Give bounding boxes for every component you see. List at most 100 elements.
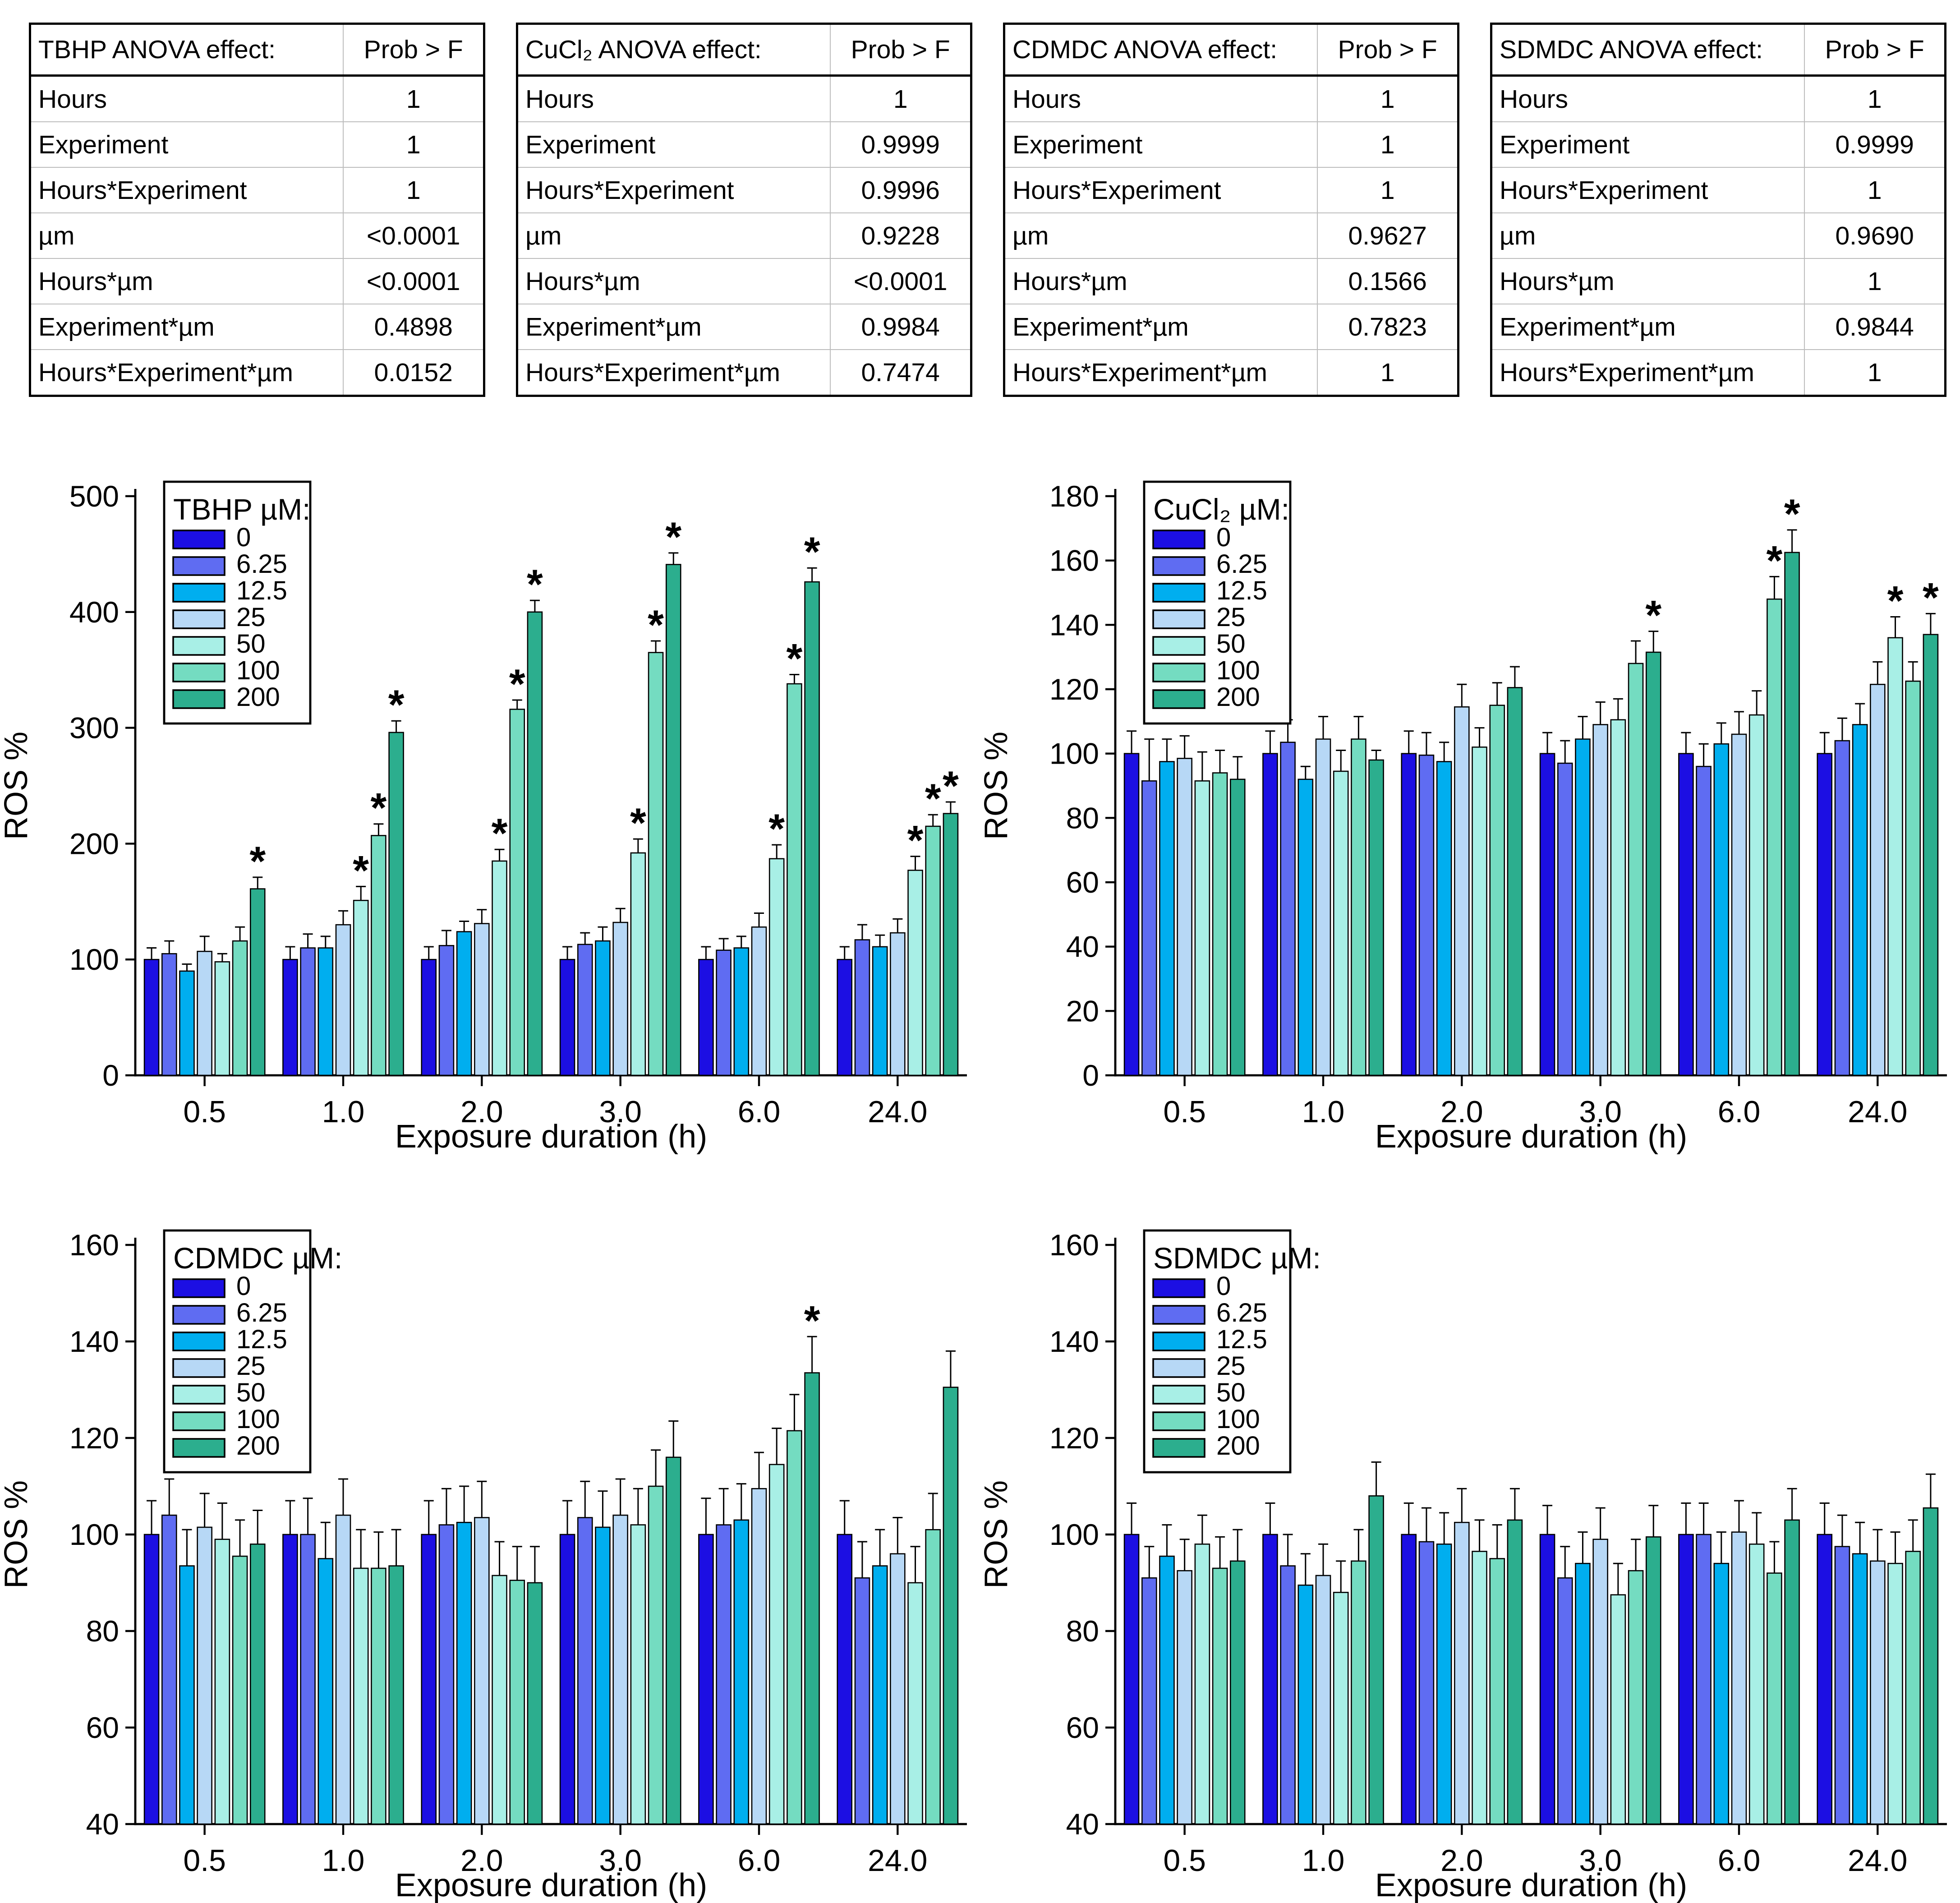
anova-table-4: SDMDC ANOVA effect: Prob > F Hours 1 Experim… xyxy=(1490,23,1946,397)
bar xyxy=(1713,1562,1730,1825)
bar xyxy=(854,939,870,1076)
legend-box xyxy=(1143,1229,1292,1474)
bar xyxy=(1194,1544,1210,1825)
significance-asterisk: * xyxy=(768,806,785,852)
bar xyxy=(161,953,177,1076)
bar xyxy=(143,958,160,1076)
effect-label: µm xyxy=(517,212,831,258)
x-tick-label: 0.5 xyxy=(1163,1843,1206,1878)
bar xyxy=(421,958,437,1076)
bar xyxy=(716,1524,732,1825)
table-header-row: CuCl₂ ANOVA effect: Prob > F xyxy=(517,23,971,77)
effect-label: Hours*µm xyxy=(517,258,831,304)
bar xyxy=(1870,1560,1886,1825)
legend-label: 12.5 xyxy=(236,1325,287,1354)
bar xyxy=(232,940,248,1076)
bar xyxy=(474,923,490,1076)
bar xyxy=(1678,1534,1694,1825)
bar xyxy=(371,1567,386,1825)
y-tick-label: 300 xyxy=(69,711,119,745)
bar xyxy=(1418,754,1435,1076)
bar xyxy=(1401,1534,1417,1825)
bar xyxy=(648,652,664,1076)
bar xyxy=(1333,770,1349,1076)
x-tick-label: 1.0 xyxy=(322,1095,365,1129)
legend-title: CDMDC µM: xyxy=(173,1241,342,1275)
significance-asterisk: * xyxy=(353,848,369,894)
legend-swatch xyxy=(172,663,225,682)
significance-asterisk: * xyxy=(943,763,959,809)
legend-label: 100 xyxy=(236,1405,280,1434)
bar xyxy=(804,581,820,1076)
y-tick-label: 0 xyxy=(102,1059,119,1092)
table-row: µm 0.9228 xyxy=(517,212,971,258)
effect-label: Hours*Experiment xyxy=(1491,167,1805,213)
chart-sdmdc-svg: 40 60 80 100 120 140 160 ROS % Exposure duration… xyxy=(980,1228,1947,1903)
bar xyxy=(612,1514,628,1825)
significance-asterisk: * xyxy=(804,1298,820,1344)
effect-label: Hours*Experiment xyxy=(30,167,344,213)
table-row: Hours*Experiment*µm 1 xyxy=(1491,349,1946,396)
bar xyxy=(733,1519,750,1825)
bar xyxy=(1748,1544,1765,1825)
effect-label: Experiment*µm xyxy=(517,304,831,350)
y-axis-title: ROS % xyxy=(980,1480,1014,1589)
y-axis-title: ROS % xyxy=(0,1480,34,1589)
bar xyxy=(1489,705,1505,1076)
chart-cdmdc-svg: 40 60 80 100 120 140 160 ROS % Exposure duration… xyxy=(0,1228,967,1903)
significance-asterisk: * xyxy=(648,602,664,648)
y-tick-label: 100 xyxy=(69,1518,119,1551)
bar xyxy=(1507,687,1523,1076)
bar xyxy=(1834,1546,1850,1825)
bar xyxy=(1123,1534,1140,1825)
effect-label: Experiment*µm xyxy=(1491,304,1805,350)
y-tick-label: 120 xyxy=(69,1421,119,1455)
bar xyxy=(630,852,646,1076)
bar xyxy=(1575,738,1591,1076)
bar xyxy=(282,958,298,1076)
bar xyxy=(527,1582,543,1825)
bar xyxy=(1539,1534,1555,1825)
table-row: Hours*Experiment*µm 0.7474 xyxy=(517,349,971,396)
bar xyxy=(1870,683,1886,1076)
prob-value: 1 xyxy=(1380,84,1395,114)
y-tick-label: 120 xyxy=(1049,673,1099,706)
y-tick-label: 160 xyxy=(1049,544,1099,577)
effect-label: Hours xyxy=(30,75,344,122)
table-title: CuCl₂ ANOVA effect: xyxy=(517,23,831,77)
bar xyxy=(197,1526,212,1825)
table-row: µm 0.9690 xyxy=(1491,212,1946,258)
effect-label: µm xyxy=(1004,212,1318,258)
bar xyxy=(214,961,230,1076)
prob-f-header: Prob > F xyxy=(830,23,971,77)
table-row: Experiment 0.9999 xyxy=(1491,121,1946,167)
bar xyxy=(1610,1594,1626,1825)
legend-swatch xyxy=(172,1278,225,1298)
bar xyxy=(768,858,785,1076)
effect-label: Hours*µm xyxy=(1004,258,1318,304)
bar xyxy=(559,958,575,1076)
bar xyxy=(1852,1553,1868,1825)
bar xyxy=(282,1534,298,1825)
x-tick-label: 6.0 xyxy=(738,1095,781,1129)
legend-swatch xyxy=(1152,1438,1205,1458)
bar xyxy=(1834,740,1850,1076)
x-axis-title: Exposure duration (h) xyxy=(1375,1867,1687,1903)
prob-value: 0.7474 xyxy=(830,349,971,396)
legend-label: 0 xyxy=(236,1272,251,1301)
bar xyxy=(716,949,732,1076)
prob-value: 1 xyxy=(343,167,484,213)
effect-label: Hours*Experiment*µm xyxy=(1491,349,1805,396)
bar xyxy=(1351,1560,1366,1825)
bar xyxy=(630,1524,646,1825)
chart-cucl2-svg: 0 20 40 60 80 100 120 140 160 180 ROS % Exposure du… xyxy=(980,479,1947,1155)
bar xyxy=(943,813,959,1076)
legend-label: 25 xyxy=(1216,603,1246,632)
bar xyxy=(1905,680,1921,1076)
bar xyxy=(1713,743,1730,1076)
x-tick-label: 1.0 xyxy=(1302,1843,1345,1878)
bar xyxy=(1454,706,1470,1076)
bar xyxy=(665,1456,681,1825)
bar xyxy=(1315,738,1331,1076)
